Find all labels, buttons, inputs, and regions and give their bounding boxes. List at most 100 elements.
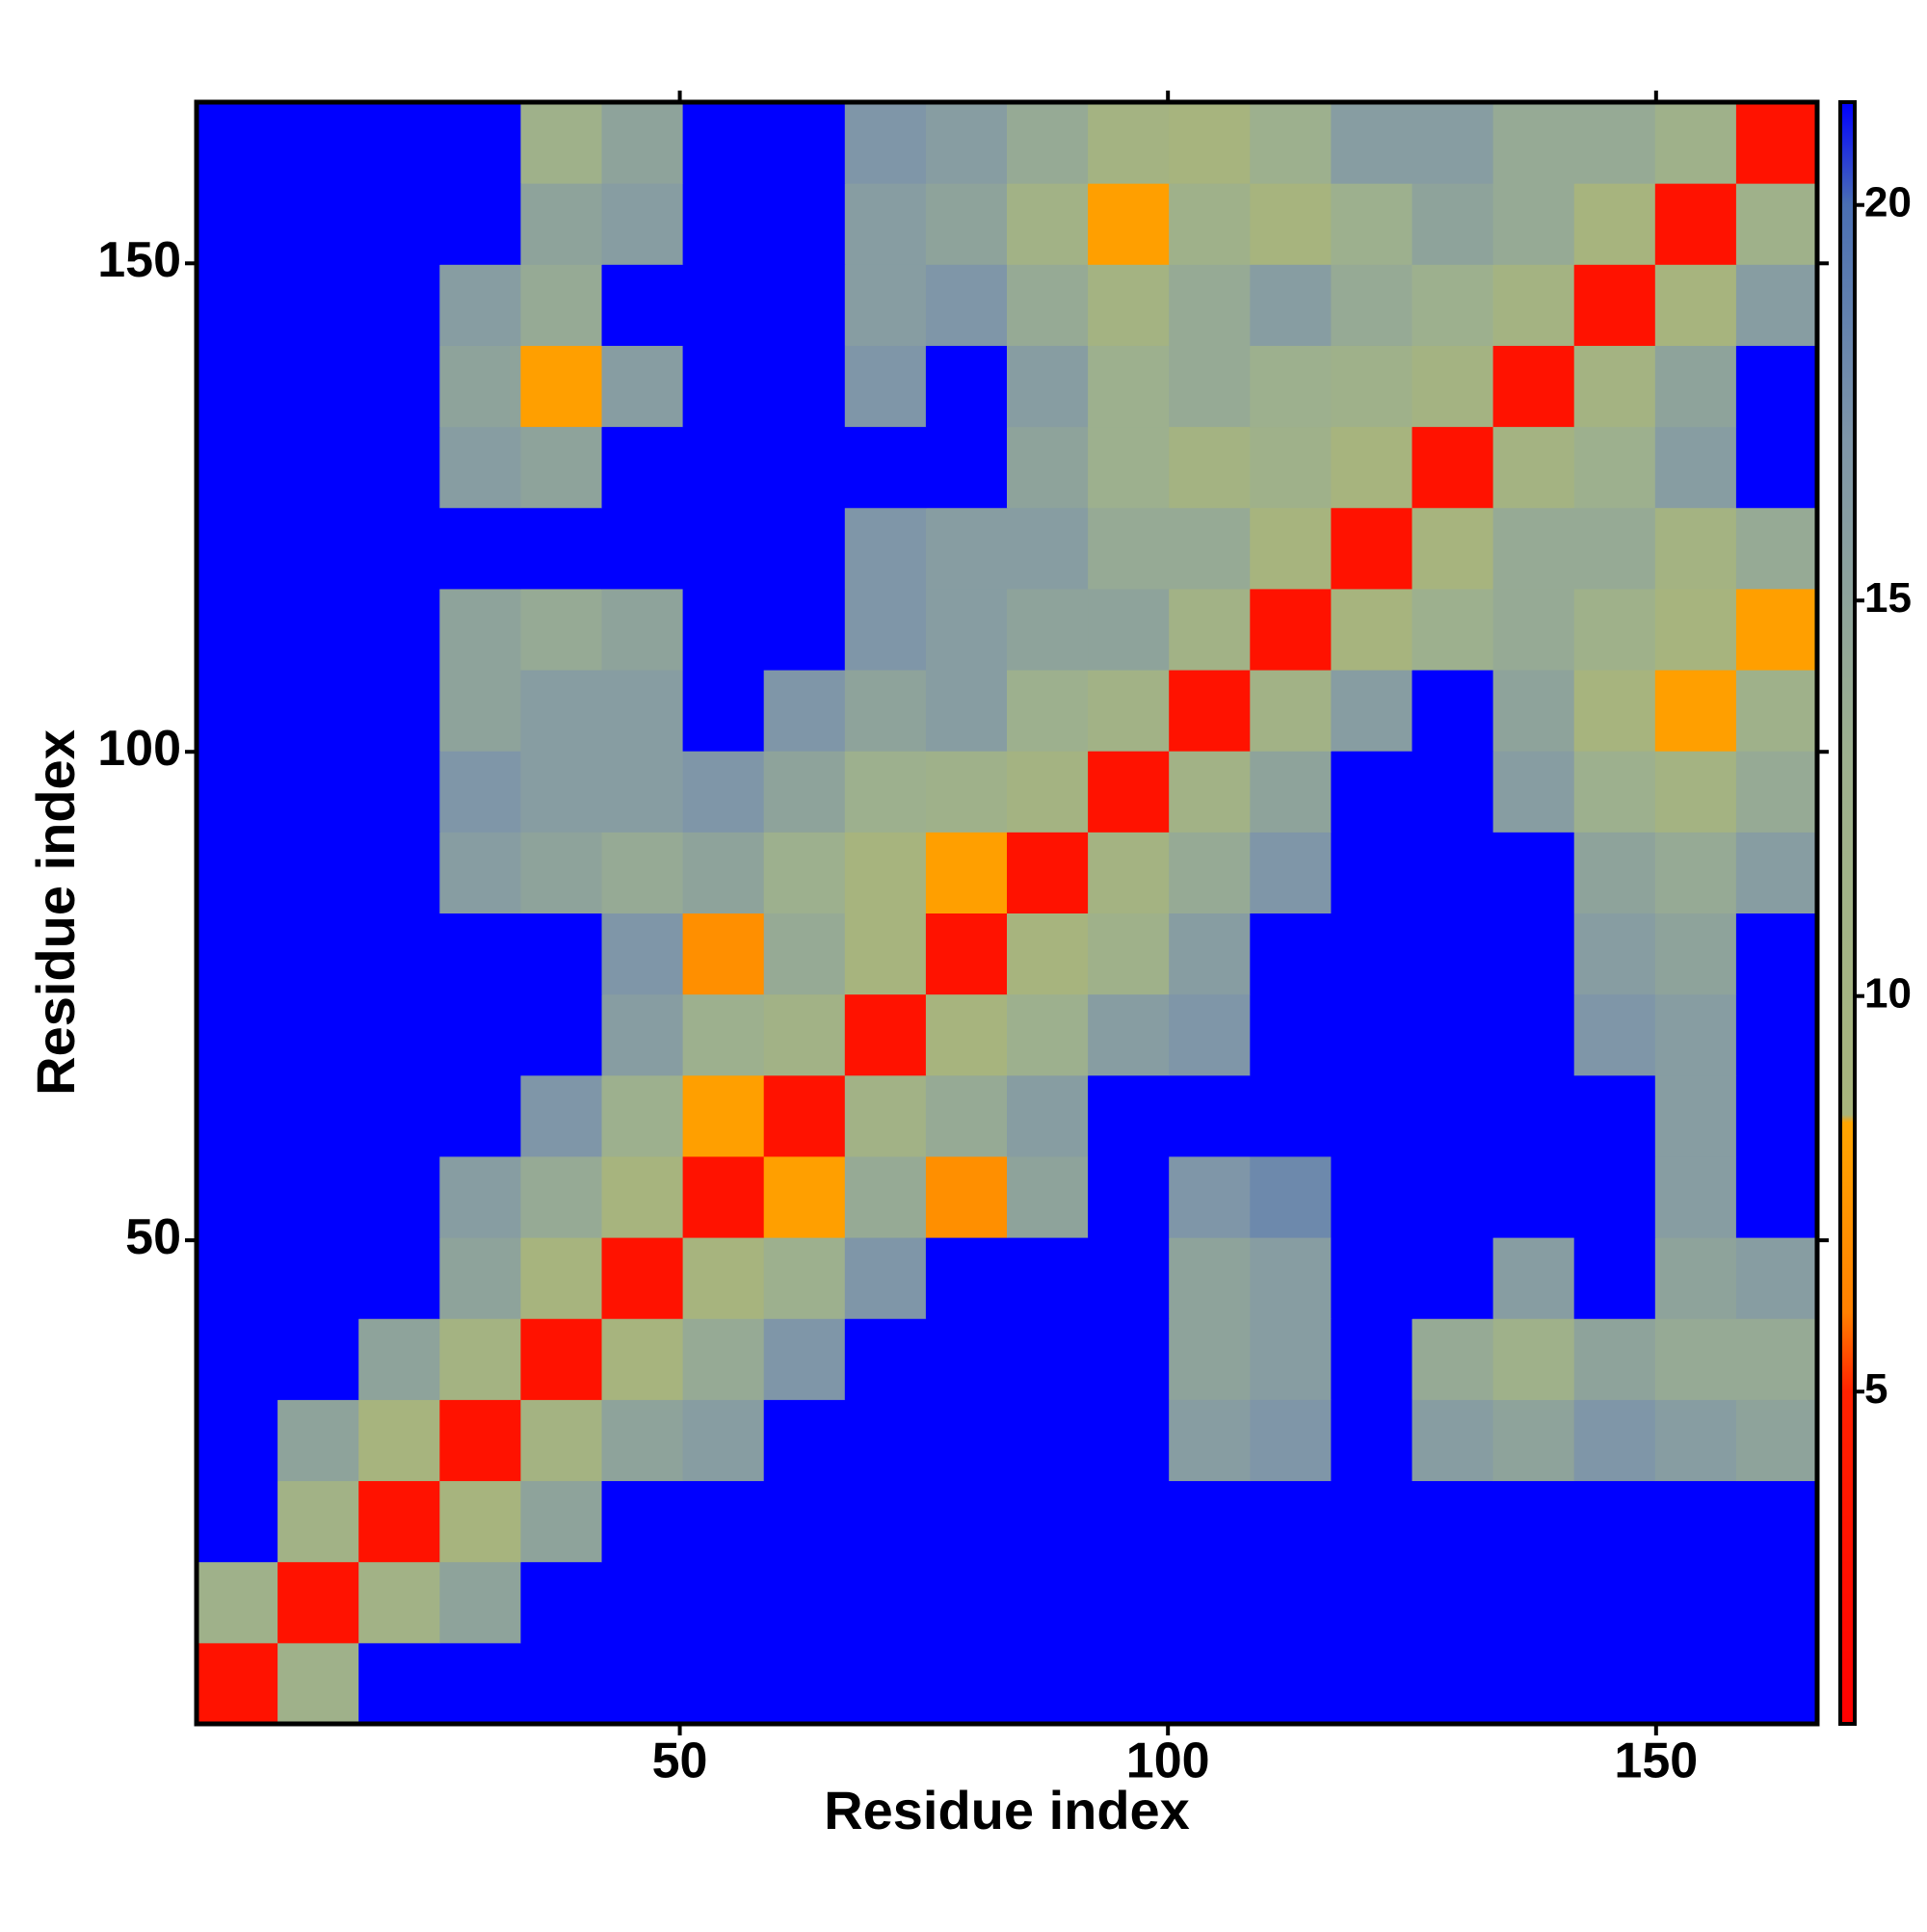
heatmap-cell: [1169, 345, 1251, 428]
heatmap-cell: [520, 1480, 602, 1563]
heatmap-cell: [1250, 1318, 1332, 1400]
heatmap-cell: [1250, 1237, 1332, 1319]
heatmap-cell: [763, 426, 846, 509]
heatmap-cell: [197, 1074, 278, 1157]
heatmap-cell: [277, 913, 359, 995]
heatmap-cell: [1007, 913, 1089, 995]
heatmap-cell: [1735, 1237, 1818, 1319]
heatmap-cell: [1735, 588, 1818, 671]
heatmap-cell: [925, 507, 1008, 590]
heatmap-cell: [1007, 264, 1089, 346]
colorbar-tick-label: 5: [1864, 1365, 1887, 1413]
heatmap-cell: [439, 913, 521, 995]
heatmap-cell: [1654, 183, 1737, 265]
heatmap-cell: [763, 832, 846, 913]
heatmap-cell: [925, 832, 1008, 913]
heatmap-cell: [1331, 913, 1412, 995]
heatmap-cell: [925, 1561, 1008, 1644]
heatmap-cell: [520, 102, 602, 184]
heatmap-cell: [520, 1399, 602, 1482]
heatmap-cell: [1654, 102, 1737, 184]
heatmap-cell: [1007, 993, 1089, 1076]
heatmap-cell: [1412, 1561, 1494, 1644]
heatmap-cell: [197, 1155, 278, 1238]
heatmap-cell: [1735, 345, 1818, 428]
heatmap-cell: [601, 1642, 684, 1725]
heatmap-cell: [520, 1237, 602, 1319]
heatmap-cell: [844, 832, 927, 913]
heatmap-cell: [1088, 1074, 1170, 1157]
heatmap-cell: [682, 183, 765, 265]
heatmap-cell: [601, 588, 684, 671]
heatmap-cell: [1169, 426, 1251, 509]
heatmap-cell: [925, 1642, 1008, 1725]
heatmap-cell: [1169, 102, 1251, 184]
heatmap-cell: [1492, 670, 1575, 752]
heatmap-cell: [601, 913, 684, 995]
heatmap-cell: [1654, 1074, 1737, 1157]
heatmap-cell: [1250, 1399, 1332, 1482]
heatmap-cell: [197, 1642, 278, 1725]
heatmap-cell: [682, 507, 765, 590]
heatmap-cell: [1412, 670, 1494, 752]
heatmap-cell: [1654, 913, 1737, 995]
heatmap-cell: [439, 507, 521, 590]
heatmap-cell: [601, 1480, 684, 1563]
heatmap-cell: [1088, 1642, 1170, 1725]
heatmap-cell: [844, 993, 927, 1076]
heatmap-cell: [844, 426, 927, 509]
heatmap-cell: [358, 670, 440, 752]
heatmap-cell: [601, 751, 684, 833]
heatmap-cell: [277, 1561, 359, 1644]
heatmap-cell: [925, 1155, 1008, 1238]
heatmap-cell: [277, 1399, 359, 1482]
heatmap-cell: [1735, 1480, 1818, 1563]
heatmap-cell: [1573, 1642, 1656, 1725]
heatmap-cell: [1492, 1074, 1575, 1157]
heatmap-cell: [1088, 1399, 1170, 1482]
heatmap-cell: [1331, 507, 1412, 590]
heatmap-cell: [682, 1399, 765, 1482]
heatmap-cell: [1169, 1237, 1251, 1319]
heatmap-cell: [277, 102, 359, 184]
heatmap-cell: [439, 670, 521, 752]
heatmap-cell: [844, 1074, 927, 1157]
heatmap-cell: [1412, 102, 1494, 184]
heatmap-cell: [1492, 1561, 1575, 1644]
heatmap-cell: [925, 751, 1008, 833]
heatmap-cell: [601, 507, 684, 590]
heatmap-cell: [1250, 264, 1332, 346]
heatmap-cell: [277, 1642, 359, 1725]
heatmap-cell: [1331, 1642, 1412, 1725]
heatmap-cell: [1088, 1237, 1170, 1319]
heatmap-cell: [601, 670, 684, 752]
heatmap-cell: [1088, 913, 1170, 995]
heatmap-cell: [277, 1237, 359, 1319]
heatmap-cell: [520, 913, 602, 995]
heatmap-cell: [277, 1480, 359, 1563]
heatmap-cell: [1492, 993, 1575, 1076]
heatmap-cell: [439, 1399, 521, 1482]
heatmap-cell: [1169, 264, 1251, 346]
heatmap-cell: [844, 588, 927, 671]
heatmap-cell: [1250, 1074, 1332, 1157]
heatmap-cell: [277, 751, 359, 833]
heatmap-cell: [1169, 507, 1251, 590]
heatmap-cell: [682, 1318, 765, 1400]
heatmap-cell: [682, 751, 765, 833]
heatmap-cell: [1573, 1399, 1656, 1482]
heatmap-cell: [1331, 264, 1412, 346]
heatmap-cell: [1007, 1155, 1089, 1238]
heatmap-cell: [1735, 1074, 1818, 1157]
heatmap-cell: [925, 183, 1008, 265]
heatmap-cell: [925, 1237, 1008, 1319]
y-tick-label: 50: [125, 1209, 181, 1265]
heatmap-cell: [682, 832, 765, 913]
heatmap-cell: [358, 1399, 440, 1482]
heatmap-cell: [601, 102, 684, 184]
heatmap-cell: [1735, 102, 1818, 184]
heatmap-cell: [601, 183, 684, 265]
heatmap-cell: [439, 751, 521, 833]
heatmap-cell: [1412, 1155, 1494, 1238]
heatmap-cell: [844, 670, 927, 752]
